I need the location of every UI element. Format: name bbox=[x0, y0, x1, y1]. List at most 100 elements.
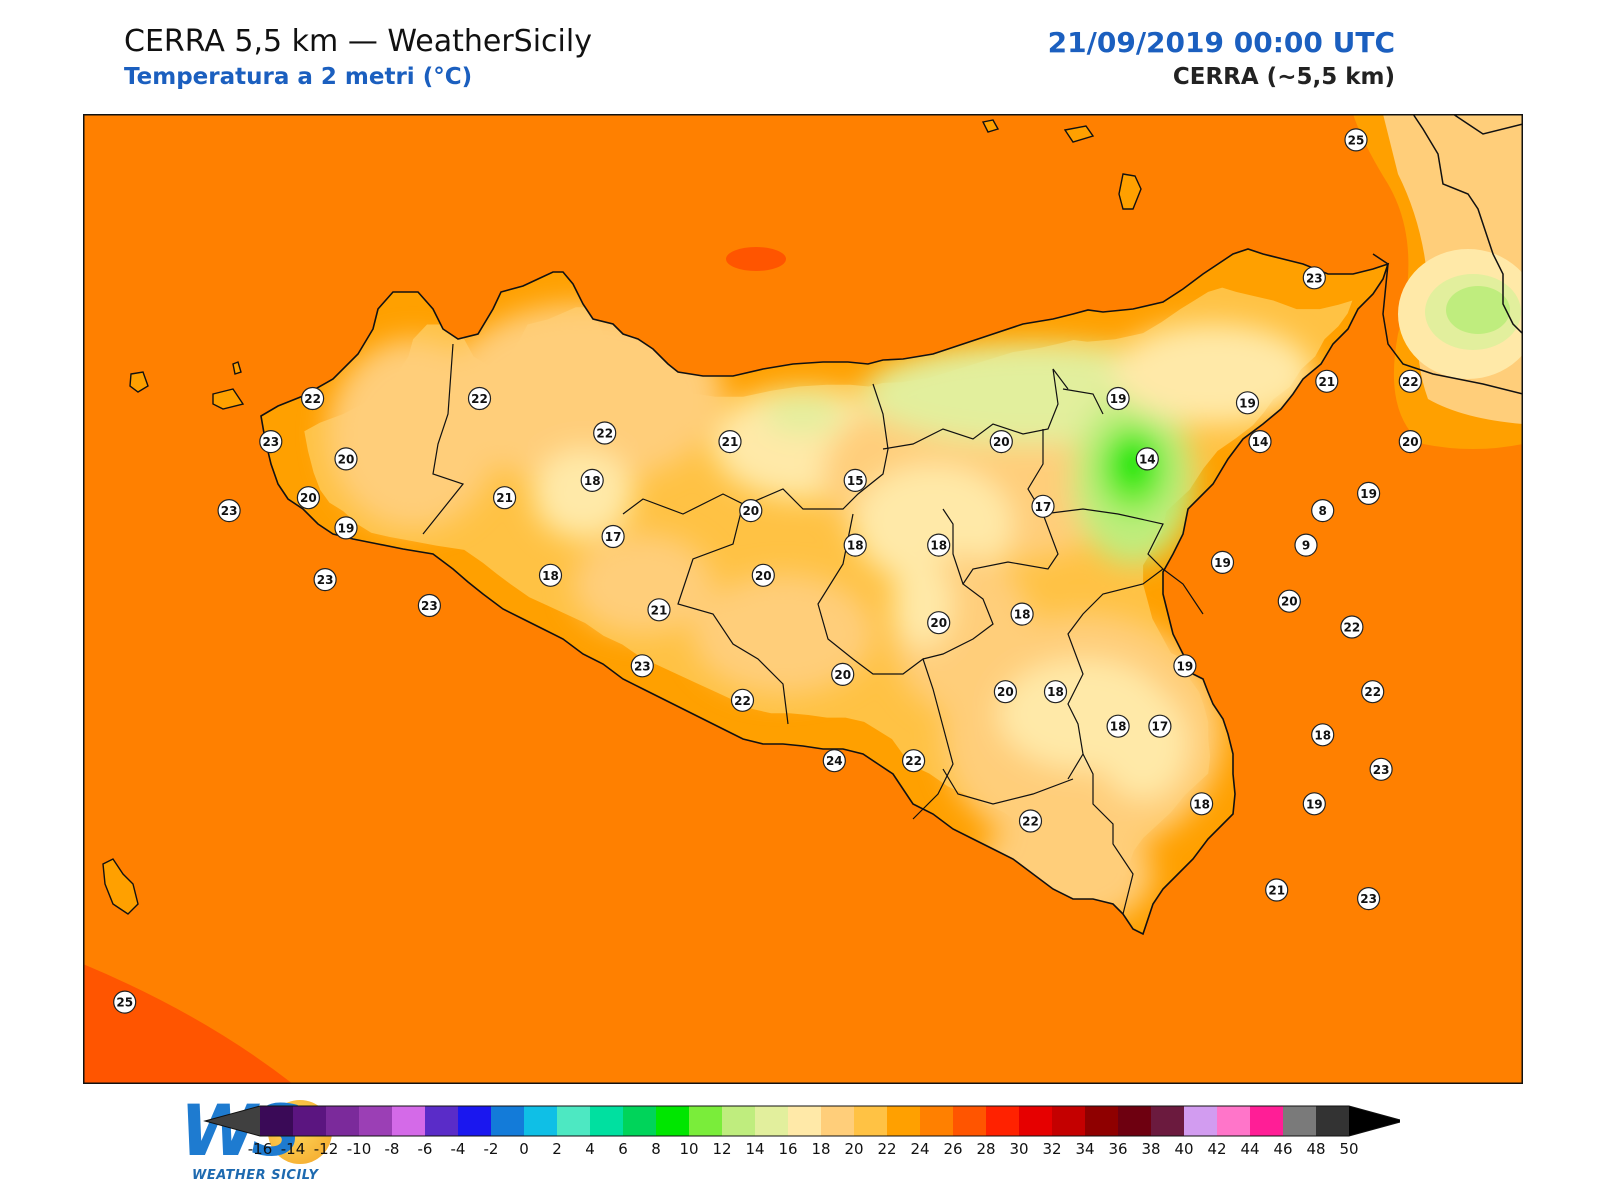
station-value: 21 bbox=[647, 598, 671, 622]
station-value: 22 bbox=[1340, 615, 1364, 639]
colorbar-bin bbox=[359, 1106, 393, 1136]
model-name: CERRA (~5,5 km) bbox=[1172, 64, 1395, 90]
station-marker bbox=[1356, 886, 1381, 911]
station-value: 22 bbox=[730, 688, 755, 712]
colorbar-over-arrow bbox=[1349, 1106, 1400, 1136]
station-marker bbox=[901, 749, 926, 773]
colorbar-bin bbox=[458, 1106, 492, 1136]
colorbar-bin bbox=[821, 1106, 855, 1136]
station-markers: 25 23 22 22 22 23 20 20 23 19 23 21 18 17 18 23 21 21 20 20… bbox=[113, 128, 1422, 1014]
colorbar-tick-label: 18 bbox=[811, 1140, 830, 1158]
station-value: 20 bbox=[831, 662, 855, 687]
colorbar-tick-label: 32 bbox=[1042, 1140, 1061, 1158]
colorbar-tick-label: 2 bbox=[552, 1140, 562, 1158]
station-value: 20 bbox=[751, 563, 775, 587]
station-temperature-label: 14 bbox=[1252, 435, 1269, 449]
station-temperature-label: 21 bbox=[1318, 375, 1335, 389]
colorbar-tick-label: 12 bbox=[712, 1140, 731, 1158]
colorbar-tick-label: 42 bbox=[1207, 1140, 1226, 1158]
station-temperature-label: 25 bbox=[1348, 133, 1365, 147]
station-value: 18 bbox=[580, 468, 604, 492]
station-value: 21 bbox=[1265, 878, 1289, 902]
station-value: 19 bbox=[1173, 654, 1197, 678]
station-value: 18 bbox=[843, 533, 867, 557]
colorbar-tick-label: -12 bbox=[314, 1140, 339, 1158]
station-value: 22 bbox=[1361, 680, 1385, 704]
station-value: 23 bbox=[217, 499, 241, 523]
calabria-coast-north bbox=[1452, 114, 1523, 135]
station-value: 19 bbox=[1210, 550, 1235, 574]
station-temperature-label: 23 bbox=[634, 659, 651, 673]
colorbar-tick-label: 6 bbox=[618, 1140, 628, 1158]
station-marker bbox=[417, 593, 441, 618]
map-canvas: 25 23 22 22 22 23 20 20 23 19 23 21 18 17 18 23 21 21 20 20… bbox=[83, 114, 1523, 1084]
station-temperature-label: 23 bbox=[317, 573, 334, 587]
station-marker bbox=[1398, 369, 1422, 393]
station-value: 20 bbox=[739, 499, 763, 523]
station-temperature-label: 22 bbox=[1402, 375, 1419, 389]
station-temperature-label: 22 bbox=[1344, 621, 1361, 635]
station-marker bbox=[927, 533, 951, 557]
coastline bbox=[260, 248, 1390, 936]
colorbar-tick-label: 40 bbox=[1174, 1140, 1193, 1158]
station-temperature-label: 23 bbox=[1360, 892, 1377, 906]
station-marker bbox=[1043, 680, 1068, 704]
colorbar-tick-label: 8 bbox=[651, 1140, 661, 1158]
station-value: 21 bbox=[718, 430, 742, 454]
station-marker bbox=[1189, 792, 1214, 816]
station-marker bbox=[993, 680, 1018, 704]
colorbar-bin bbox=[524, 1106, 558, 1136]
station-marker bbox=[1173, 654, 1197, 678]
colorbar-tick-label: -2 bbox=[484, 1140, 499, 1158]
station-value: 14 bbox=[1248, 430, 1272, 454]
station-marker bbox=[580, 468, 604, 492]
station-marker bbox=[601, 524, 625, 549]
station-temperature-label: 20 bbox=[997, 685, 1014, 699]
station-value: 18 bbox=[1043, 680, 1068, 704]
station-temperature-label: 20 bbox=[755, 569, 772, 583]
station-marker bbox=[1265, 878, 1289, 902]
station-temperature-label: 20 bbox=[300, 491, 317, 505]
station-temperature-label: 23 bbox=[221, 504, 238, 518]
station-marker bbox=[1356, 481, 1381, 505]
colorbar-tick-label: 44 bbox=[1240, 1140, 1259, 1158]
station-temperature-label: 20 bbox=[1281, 595, 1298, 609]
station-marker bbox=[1302, 792, 1326, 816]
station-marker bbox=[1302, 266, 1326, 290]
colorbar-tick-label: 48 bbox=[1306, 1140, 1325, 1158]
station-value: 19 bbox=[1235, 391, 1260, 415]
station-marker bbox=[296, 486, 320, 510]
station-temperature-label: 20 bbox=[338, 452, 355, 466]
colorbar-outline bbox=[203, 1105, 1400, 1137]
station-temperature-label: 8 bbox=[1319, 504, 1327, 518]
temperature-map[interactable]: 25 23 22 22 22 23 20 20 23 19 23 21 18 17 18 23 21 21 20 20… bbox=[83, 114, 1523, 1183]
colorbar-bin bbox=[788, 1106, 822, 1136]
station-marker bbox=[1010, 602, 1034, 626]
colorbar-tick-label: 14 bbox=[745, 1140, 764, 1158]
station-marker bbox=[751, 563, 775, 587]
station-value: 25 bbox=[113, 990, 137, 1014]
station-value: 18 bbox=[1189, 792, 1214, 816]
colorbar-bin bbox=[557, 1106, 591, 1136]
station-value: 18 bbox=[1106, 714, 1130, 738]
station-temperature-label: 18 bbox=[847, 539, 864, 553]
colorbar-bin bbox=[392, 1106, 426, 1136]
station-marker bbox=[843, 468, 867, 492]
station-temperature-label: 21 bbox=[496, 491, 513, 505]
colorbar-tick-label: 26 bbox=[943, 1140, 962, 1158]
station-value: 19 bbox=[1356, 481, 1381, 505]
station-value: 25 bbox=[1344, 128, 1368, 152]
station-value: 17 bbox=[1148, 714, 1172, 738]
station-temperature-label: 17 bbox=[1152, 720, 1169, 734]
station-value: 20 bbox=[927, 611, 951, 635]
colorbar-tick-label: -4 bbox=[451, 1140, 466, 1158]
station-marker bbox=[1369, 757, 1393, 781]
station-value: 18 bbox=[1311, 723, 1335, 747]
station-value: 9 bbox=[1294, 533, 1318, 557]
station-value: 17 bbox=[1031, 494, 1055, 518]
station-temperature-label: 18 bbox=[1110, 720, 1127, 734]
map-title: CERRA 5,5 km — WeatherSicily bbox=[124, 24, 592, 59]
station-value: 21 bbox=[1315, 369, 1339, 393]
station-temperature-label: 17 bbox=[605, 530, 622, 544]
station-marker bbox=[334, 447, 358, 471]
